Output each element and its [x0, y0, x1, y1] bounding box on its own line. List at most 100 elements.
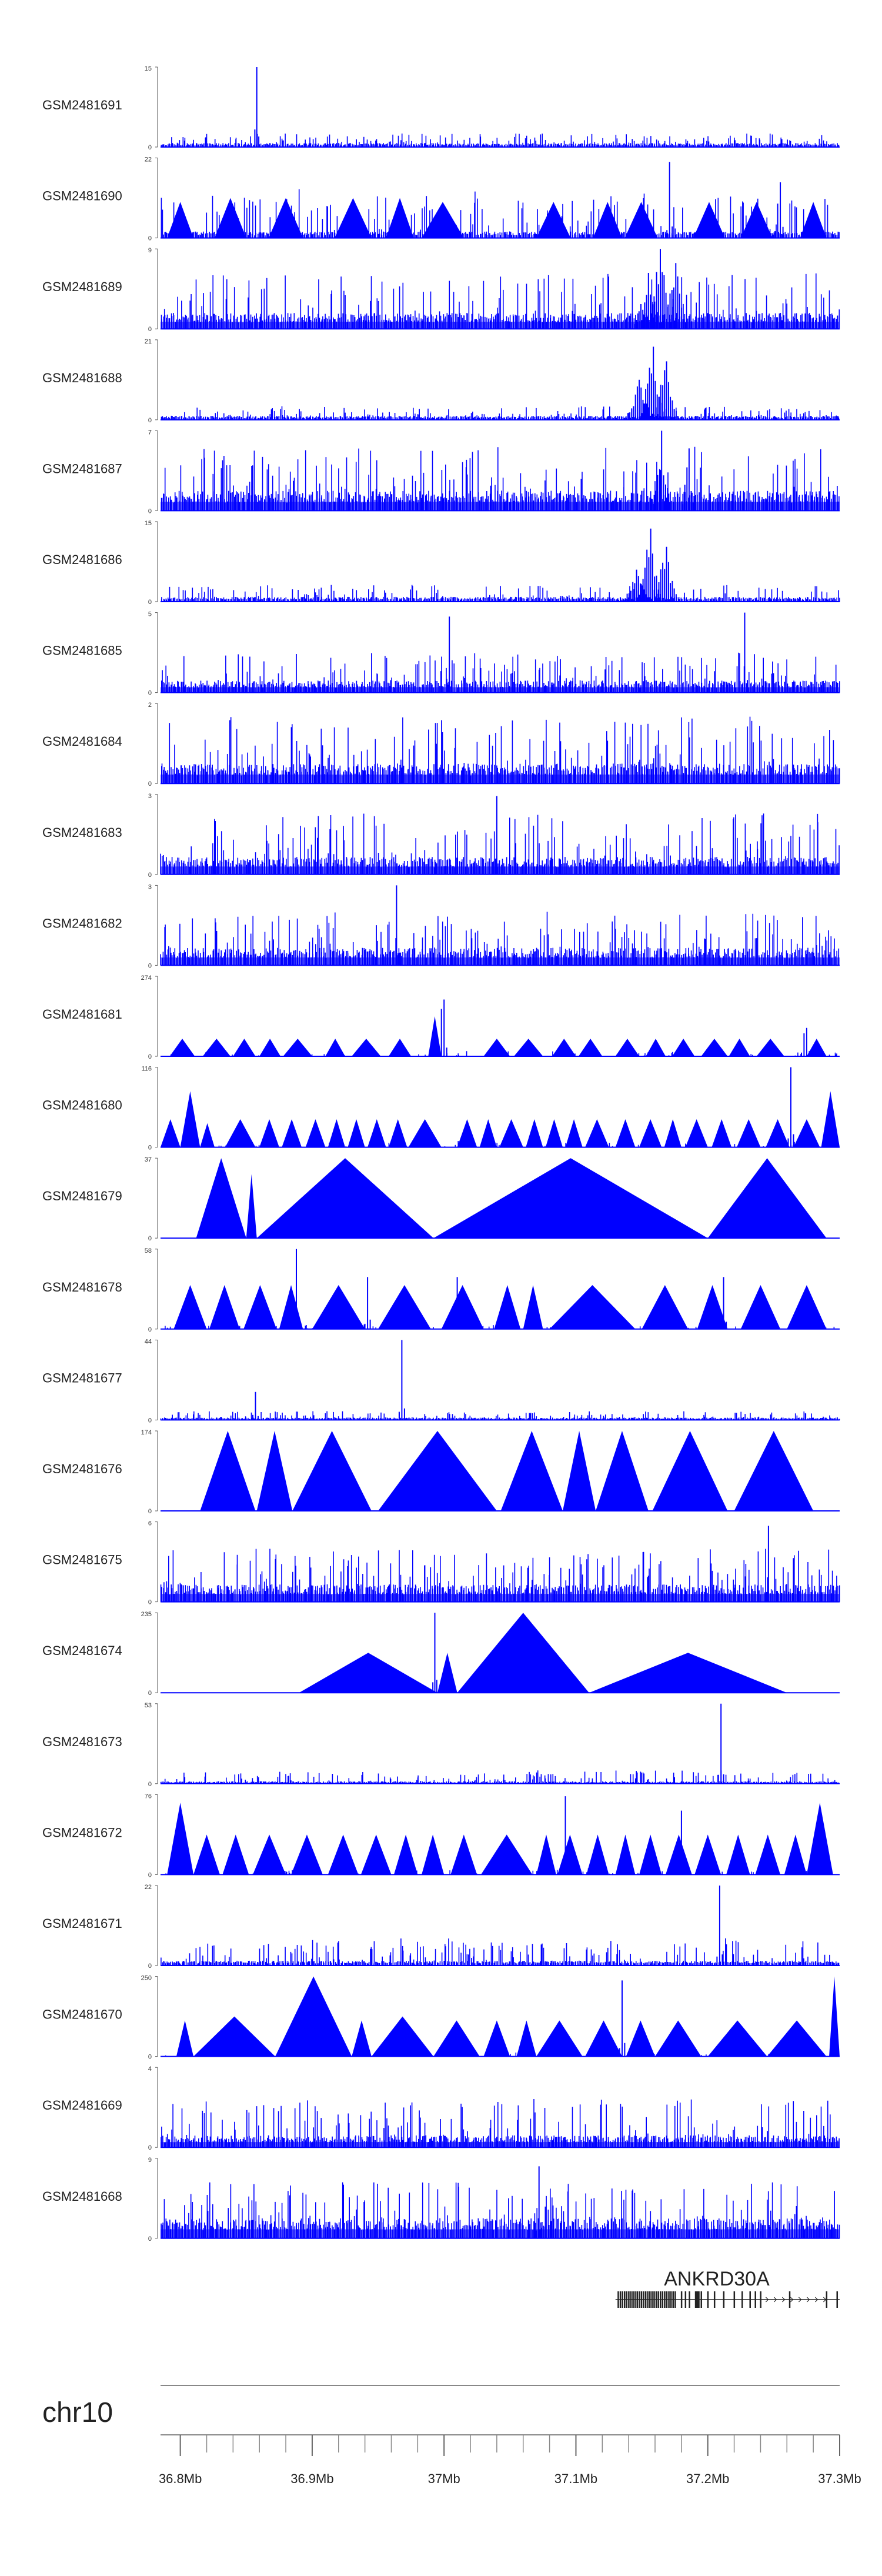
coverage-block: [279, 1285, 303, 1329]
gene-exon: [689, 2291, 690, 2308]
track-ymax: 5: [148, 611, 152, 618]
coverage-block: [665, 1834, 692, 1875]
track-GSM2481688: GSM2481688 21 0: [42, 338, 840, 424]
signal-bars: [161, 134, 840, 147]
track-ymin: 0: [148, 1053, 152, 1060]
track-GSM2481685: GSM2481685 5 0: [42, 611, 840, 697]
coverage-block: [378, 1285, 431, 1329]
track-ymax: 7: [148, 429, 152, 436]
strand-arrow: [798, 2297, 802, 2303]
gene-exon: [640, 2291, 643, 2308]
coverage-block: [737, 1119, 761, 1147]
gene-exon: [826, 2291, 828, 2308]
coverage-block: [483, 2020, 510, 2057]
track-label: GSM2481670: [42, 2007, 122, 2022]
coverage-block: [740, 202, 773, 238]
axis-tick-label: 37.1Mb: [554, 2471, 597, 2486]
coverage-block: [368, 1119, 386, 1147]
coverage-block: [545, 1119, 563, 1147]
coverage-block: [726, 1834, 750, 1875]
coverage-block: [615, 1119, 636, 1147]
signal-bars: [161, 1938, 840, 1966]
signal-bars: [161, 585, 840, 602]
track-ymax: 174: [141, 1429, 152, 1436]
gene-exon: [651, 2291, 653, 2308]
coverage-block: [784, 1834, 807, 1875]
coverage-block: [378, 1431, 497, 1511]
track-GSM2481682: GSM2481682 3 0: [42, 883, 840, 969]
gene-exon: [713, 2291, 716, 2308]
signal-peak: [741, 612, 748, 693]
coverage-block: [806, 1039, 827, 1056]
coverage-block: [740, 1285, 781, 1329]
track-label: GSM2481688: [42, 371, 122, 385]
track-ymin: 0: [148, 599, 152, 606]
coverage-block: [552, 1039, 576, 1056]
gene-exon: [836, 2291, 838, 2308]
track-ymax: 44: [145, 1338, 152, 1345]
track-ymin: 0: [148, 1326, 152, 1333]
track-ymax: 58: [145, 1247, 152, 1254]
track-GSM2481691: GSM2481691 15 0: [42, 65, 840, 151]
gene-exon: [617, 2291, 619, 2308]
track-label: GSM2481686: [42, 552, 122, 567]
coverage-block: [299, 1653, 437, 1693]
coverage-block: [480, 1834, 533, 1875]
coverage-block: [526, 1119, 543, 1147]
coverage-block: [685, 1119, 708, 1147]
coverage-block: [450, 1834, 477, 1875]
coverage-block: [393, 1834, 418, 1875]
track-ymin: 0: [148, 326, 152, 333]
track-label: GSM2481674: [42, 1643, 122, 1658]
signal-peak: [765, 1526, 772, 1602]
track-GSM2481679: GSM2481679 37 0: [42, 1156, 840, 1242]
gene-exon: [707, 2291, 709, 2308]
track-ymin: 0: [148, 417, 152, 424]
track-ymin: 0: [148, 780, 152, 788]
gene-exon: [700, 2291, 703, 2308]
coverage-block: [176, 2020, 194, 2057]
track-GSM2481670: GSM2481670 250 0: [42, 1975, 840, 2061]
track-ymin: 0: [148, 144, 152, 151]
signal-peak: [252, 1392, 259, 1420]
signal-peak: [720, 1277, 727, 1329]
track-GSM2481671: GSM2481671 22 0: [42, 1884, 840, 1970]
track-label: GSM2481677: [42, 1370, 122, 1385]
signal-peak: [801, 1027, 810, 1056]
strand-arrow: [806, 2297, 810, 2303]
coverage-block: [639, 1119, 662, 1147]
signal-bars: [161, 406, 840, 420]
track-ymax: 9: [148, 247, 152, 254]
track-ymax: 21: [145, 338, 152, 345]
coverage-block: [328, 1834, 359, 1875]
gene-model: [615, 2291, 840, 2308]
coverage-block: [483, 1039, 510, 1056]
track-GSM2481676: GSM2481676 174 0: [42, 1429, 840, 1515]
coverage-block: [437, 1653, 457, 1693]
coverage-block: [457, 1119, 477, 1147]
signal-bars: [161, 189, 840, 238]
signal-peak: [454, 1277, 461, 1329]
axis-ticks: 36.8Mb 36.9Mb 37Mb 37.1Mb 37.2Mb 37.3Mb: [159, 2435, 861, 2486]
coverage-block: [615, 1834, 636, 1875]
signal-peak: [293, 1249, 300, 1329]
coverage-block: [441, 1285, 484, 1329]
coverage-block: [800, 202, 827, 238]
coverage-block: [193, 2016, 276, 2057]
coverage-block: [259, 1119, 279, 1147]
coverage-block: [693, 202, 725, 238]
track-label: GSM2481687: [42, 461, 122, 476]
coverage-block: [457, 1613, 589, 1693]
coverage-block: [479, 1119, 497, 1147]
coverage-block: [428, 1016, 442, 1056]
gene-exon: [636, 2291, 639, 2308]
coverage-block: [422, 1834, 445, 1875]
gene-exon: [668, 2291, 670, 2308]
track-GSM2481684: GSM2481684 2 0: [42, 702, 840, 788]
track-label: GSM2481681: [42, 1007, 122, 1022]
track-GSM2481687: GSM2481687 7 0: [42, 429, 840, 515]
gene-exon: [632, 2291, 634, 2308]
track-ymin: 0: [148, 1508, 152, 1515]
track-label: GSM2481671: [42, 1916, 122, 1931]
